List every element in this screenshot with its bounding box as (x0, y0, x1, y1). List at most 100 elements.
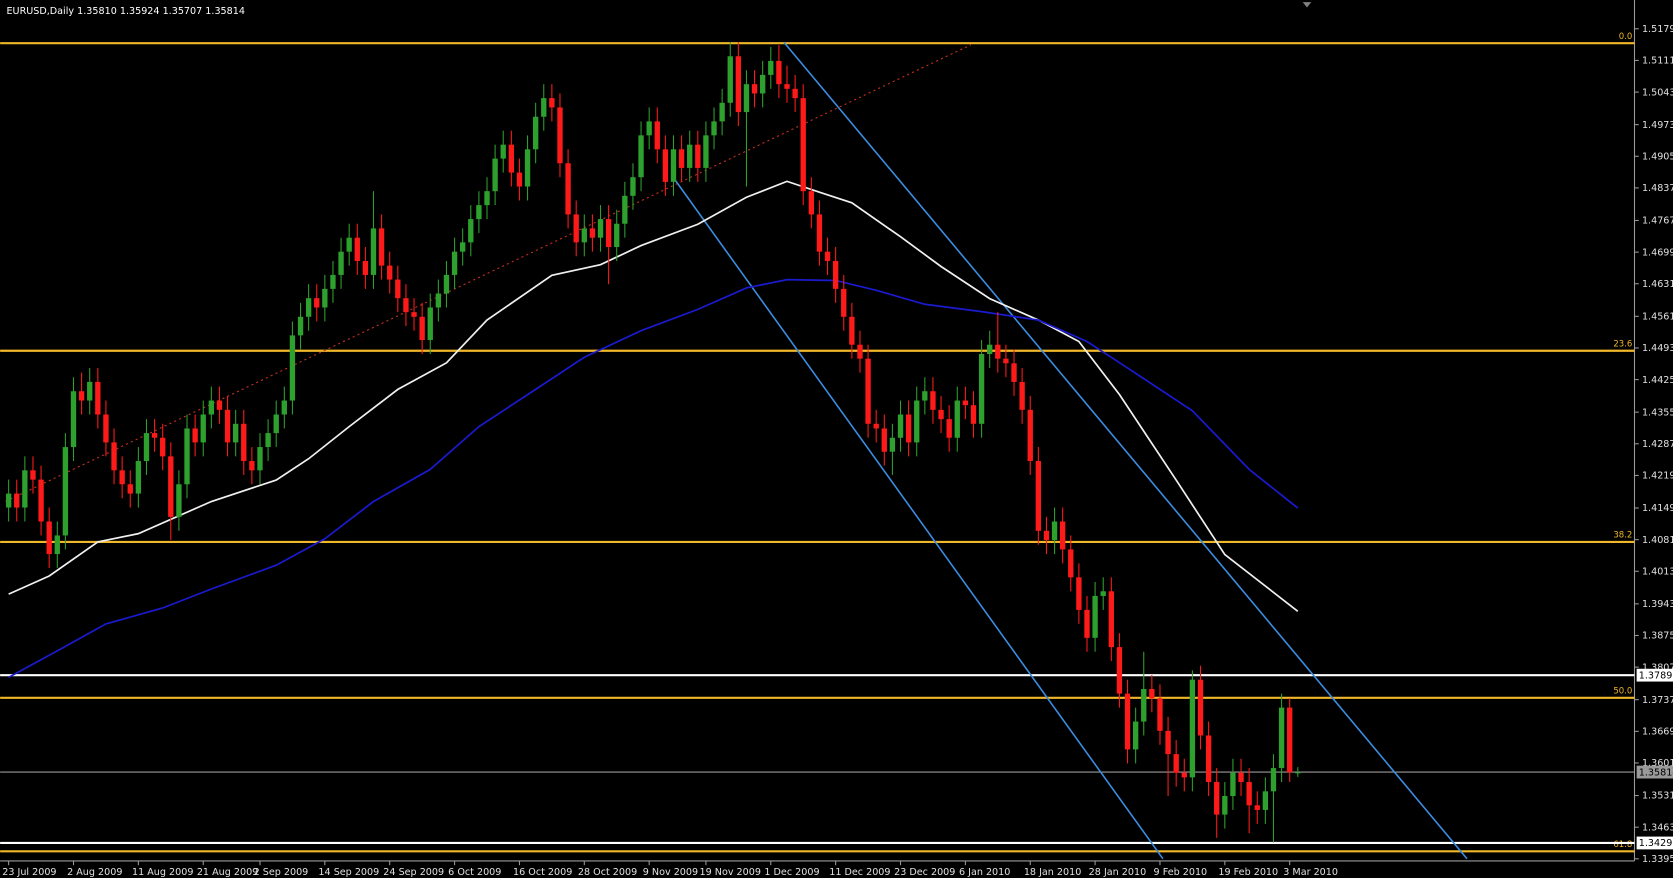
candle-body (1246, 782, 1252, 806)
fib-level-label: 50.0 (1613, 687, 1632, 697)
candle-body (1076, 577, 1082, 610)
candle-body (954, 400, 960, 438)
candle-body (151, 433, 158, 438)
candle-body (30, 470, 36, 480)
candle-body (95, 381, 101, 415)
price-label-box (1636, 836, 1673, 850)
candle-body (476, 205, 482, 220)
y-tick-label: 1.33950 (1642, 854, 1673, 865)
candle-body (241, 423, 247, 462)
candle-body (1295, 772, 1301, 774)
candle-body (216, 400, 223, 410)
candle-body (1270, 768, 1277, 792)
candle-body (881, 428, 887, 452)
y-tick-label: 1.50430 (1642, 87, 1673, 98)
candle-body (889, 437, 896, 452)
candle-body (395, 279, 401, 299)
candle-body (905, 414, 912, 443)
candle-body (200, 414, 206, 443)
candle-body (841, 288, 847, 317)
candle-body (824, 251, 831, 261)
candle-body (1230, 772, 1236, 796)
candle-body (930, 391, 936, 410)
candle-body (1254, 805, 1260, 810)
channel-line (671, 175, 1164, 860)
candle-body (995, 344, 1001, 359)
candle-body (1124, 693, 1131, 750)
candle-body (435, 293, 442, 308)
x-tick-label: 24 Sep 2009 (383, 867, 444, 878)
candle-body (443, 274, 450, 294)
candle-body (646, 121, 652, 136)
candle-body (946, 419, 952, 438)
candle-body (1011, 363, 1017, 382)
candle-body (670, 149, 677, 182)
candle-body (273, 414, 279, 434)
candle-body (168, 456, 174, 517)
candle-body (224, 409, 231, 443)
x-tick-label: 6 Jan 2010 (959, 867, 1010, 878)
candle-body (1205, 735, 1212, 783)
candle-body (1262, 791, 1269, 810)
channel-line (783, 42, 1468, 860)
candle-body (460, 242, 466, 252)
candle-body (403, 298, 409, 313)
candle-body (208, 400, 215, 415)
candle-body (160, 437, 166, 457)
x-tick-label: 19 Feb 2010 (1218, 867, 1278, 878)
candle-body (78, 391, 85, 401)
y-tick-label: 1.48370 (1642, 183, 1673, 194)
candle-body (354, 237, 360, 261)
candle-body (249, 461, 255, 471)
y-tick-label: 1.45610 (1642, 312, 1673, 323)
candle-body (265, 433, 271, 448)
candle-body (289, 335, 296, 401)
candle-body (1141, 688, 1147, 722)
y-tick-label: 1.51790 (1642, 24, 1673, 35)
candle-body (135, 461, 142, 494)
y-tick-label: 1.41490 (1642, 503, 1673, 514)
candle-body (387, 265, 393, 280)
candle-body (695, 144, 701, 168)
candle-body (1051, 521, 1058, 541)
fibonacci-levels: 0.0 23.6 38.2 50.0 61.8 (0, 32, 1635, 853)
y-tick-label: 1.49730 (1642, 120, 1673, 131)
candle-body (573, 214, 579, 243)
y-tick-label: 1.46990 (1642, 247, 1673, 258)
candle-body (1092, 595, 1098, 638)
candle-body (768, 60, 774, 75)
x-tick-label: 23 Dec 2009 (894, 867, 955, 878)
moving-average (8, 278, 1299, 679)
y-tick-label: 1.35310 (1642, 791, 1673, 802)
y-tick-label: 1.34630 (1642, 822, 1673, 833)
candle-body (630, 177, 636, 196)
candle-body (1027, 409, 1033, 462)
candle-body (508, 144, 514, 173)
candle-body (1287, 707, 1293, 773)
candle-body (451, 251, 458, 275)
x-tick-label: 1 Dec 2009 (764, 867, 819, 878)
candle-body (557, 107, 563, 164)
candle-body (743, 84, 750, 113)
y-tick-label: 1.38750 (1642, 631, 1673, 642)
fib-level-label: 23.6 (1613, 339, 1632, 349)
candle-body (776, 60, 782, 85)
candle-body (338, 251, 344, 275)
candle-body (257, 447, 263, 471)
x-tick-label: 14 Sep 2009 (318, 867, 379, 878)
candle-body (70, 391, 77, 448)
candle-body (297, 316, 304, 336)
candle-body (127, 484, 133, 494)
candle-body (565, 163, 571, 215)
candle-body (346, 237, 352, 252)
x-tick-label: 28 Jan 2010 (1089, 867, 1147, 878)
candle-body (678, 149, 685, 168)
candle-body (857, 344, 863, 359)
candle-body (54, 535, 60, 555)
candle-body (46, 521, 52, 555)
candle-body (760, 74, 766, 94)
candle-body (62, 447, 69, 536)
y-tick-label: 1.40130 (1642, 566, 1673, 577)
candle-body (322, 288, 328, 308)
